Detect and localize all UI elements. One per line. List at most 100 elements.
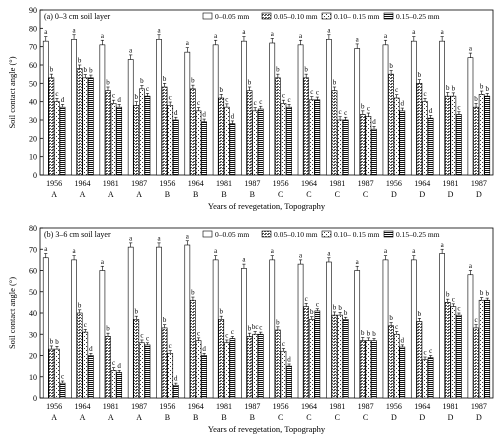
bar: [439, 253, 445, 399]
bar: [218, 319, 225, 399]
bar: [139, 88, 145, 176]
bar: [48, 77, 55, 176]
significance-letter: a: [441, 28, 445, 36]
bar: [82, 331, 89, 399]
bar: [337, 314, 343, 399]
significance-letter: b: [106, 325, 110, 333]
topography-label: B: [193, 190, 198, 199]
significance-letter: c: [112, 92, 115, 100]
significance-letter: b: [248, 325, 252, 333]
significance-letter: c: [169, 342, 172, 350]
bar: [229, 123, 236, 176]
bar: [359, 340, 366, 399]
bar: [190, 299, 196, 399]
significance-letter: b: [452, 84, 456, 92]
bar: [365, 340, 372, 399]
bar: [354, 48, 361, 176]
topography-label: B: [165, 413, 170, 422]
significance-letter: b: [219, 308, 223, 316]
significance-letter: a: [327, 26, 331, 34]
bar: [246, 336, 253, 399]
topography-label: A: [80, 413, 86, 422]
topography-label: C: [278, 413, 283, 422]
topography-label: D: [476, 413, 482, 422]
panel-title: (a) 0–3 cm soil layer: [44, 12, 111, 21]
bar: [54, 101, 60, 176]
legend-label: 0.15–0.25 mm: [396, 230, 440, 239]
x-tick-label: 1987: [131, 179, 147, 188]
significance-letter: c: [310, 88, 313, 96]
significance-letter: a: [186, 232, 190, 240]
bar: [42, 257, 49, 399]
bar: [337, 119, 343, 176]
bar: [393, 333, 400, 399]
significance-letter: d: [401, 336, 405, 344]
topography-label: B: [250, 190, 255, 199]
bar: [116, 106, 123, 176]
bar: [269, 42, 276, 176]
bar: [71, 39, 77, 176]
bar: [354, 270, 361, 399]
legend-swatch: [321, 12, 332, 20]
x-tick-label: 1956: [159, 402, 175, 411]
topography-label: B: [221, 413, 226, 422]
bar: [439, 40, 445, 176]
legend-swatch: [261, 230, 272, 238]
significance-letter: c: [140, 331, 143, 339]
x-tick-label: 1964: [414, 402, 430, 411]
bar: [450, 95, 457, 176]
bar: [88, 355, 94, 399]
y-tick-label: 30: [29, 330, 37, 339]
topography-label: C: [363, 413, 368, 422]
significance-letter: b: [333, 303, 337, 311]
y-tick-label: 10: [29, 373, 37, 382]
significance-letter: bc: [252, 323, 259, 331]
significance-letter: b: [163, 75, 167, 83]
bar: [144, 344, 151, 399]
significance-letter: b: [446, 291, 450, 299]
bar: [399, 110, 406, 176]
y-tick-label: 30: [29, 116, 37, 125]
bar: [223, 106, 230, 176]
y-tick-label: 50: [29, 79, 37, 88]
significance-letter: c: [474, 316, 477, 324]
significance-letter: a: [129, 234, 133, 242]
bar: [201, 121, 207, 176]
topography-label: B: [165, 190, 170, 199]
bar: [156, 246, 162, 399]
x-tick-label: 1956: [386, 179, 402, 188]
bar: [393, 97, 400, 176]
significance-letter: a: [356, 35, 360, 43]
bar: [280, 350, 287, 399]
bar: [308, 319, 315, 399]
topography-label: D: [448, 190, 454, 199]
topography-label: D: [391, 413, 397, 422]
significance-letter: b: [480, 83, 484, 91]
significance-letter: b: [191, 289, 195, 297]
panel-title: (b) 3–6 cm soil layer: [44, 230, 111, 239]
bar: [257, 108, 264, 176]
bar: [167, 353, 174, 399]
significance-letter: a: [441, 241, 445, 249]
legend-swatch: [383, 230, 394, 238]
significance-letter: c: [225, 331, 228, 339]
significance-letter: c: [395, 86, 398, 94]
significance-letter: c: [197, 99, 200, 107]
y-tick-label: 80: [29, 24, 37, 33]
y-tick-label: 0: [33, 171, 37, 180]
bar: [422, 101, 428, 176]
bar: [76, 68, 83, 176]
bar: [99, 44, 106, 176]
x-tick-label: 1964: [188, 179, 204, 188]
significance-letter: c: [316, 89, 319, 97]
significance-letter: a: [242, 256, 246, 264]
bar: [167, 105, 174, 176]
significance-letter: a: [101, 32, 105, 40]
bar: [139, 342, 145, 399]
significance-letter: c: [254, 99, 257, 107]
bar: [223, 342, 230, 399]
significance-letter: a: [384, 247, 388, 255]
bar: [297, 263, 304, 399]
significance-letter: c: [423, 348, 426, 356]
significance-letter: b: [344, 309, 348, 317]
